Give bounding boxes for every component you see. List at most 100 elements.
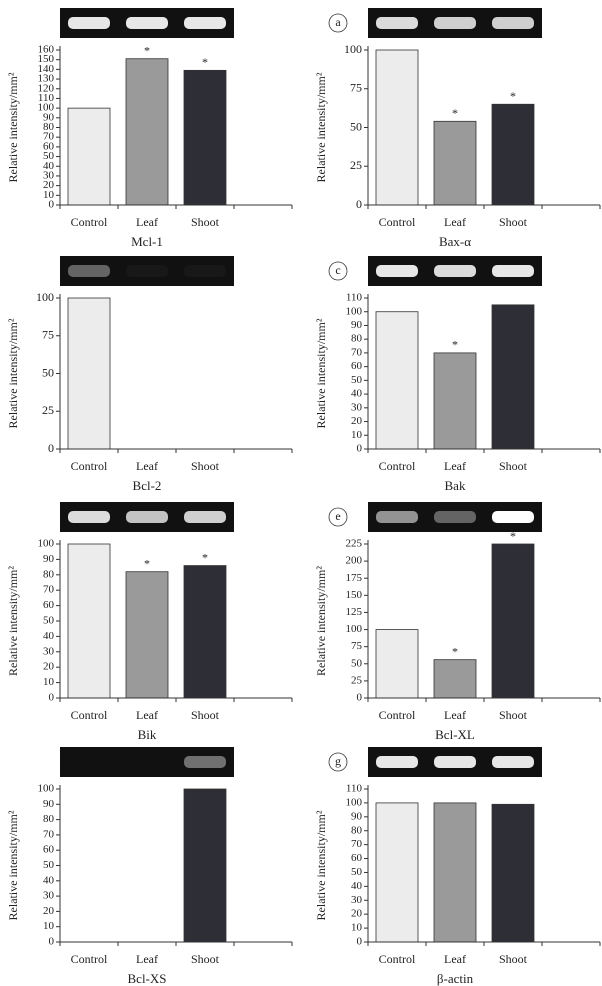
bar xyxy=(183,69,227,206)
y-tick-label: 70 xyxy=(351,346,363,358)
bar xyxy=(183,788,227,943)
y-tick-label: 200 xyxy=(346,555,363,567)
annotation: * xyxy=(452,338,458,352)
panel-letter-circle xyxy=(328,507,348,527)
panel: fRelative intensity/mm²02550751001251501… xyxy=(314,502,601,742)
gel-band xyxy=(492,265,534,277)
panel-letter-circle xyxy=(328,752,348,772)
y-tick-label: 20 xyxy=(43,661,55,673)
bar xyxy=(375,629,419,699)
y-tick-label: 50 xyxy=(350,119,362,133)
gel-band xyxy=(434,17,476,29)
y-tick-label: 40 xyxy=(43,160,55,172)
x-tick-label: Shoot xyxy=(499,459,528,473)
x-tick-label: Shoot xyxy=(191,708,220,722)
bar xyxy=(433,802,477,943)
x-tick-label: Shoot xyxy=(191,215,220,229)
y-axis-label: Relative intensity/mm² xyxy=(6,566,20,676)
y-tick-label: 20 xyxy=(351,908,363,920)
gel-band xyxy=(126,511,168,523)
y-tick-label: 100 xyxy=(346,796,363,808)
y-tick-label: 150 xyxy=(38,53,55,65)
x-tick-label: Leaf xyxy=(444,459,466,473)
gel-band xyxy=(376,511,418,523)
chart-title: Bcl-XL xyxy=(435,727,475,742)
y-tick-label: 0 xyxy=(356,197,362,211)
y-tick-label: 30 xyxy=(43,169,55,181)
y-tick-label: 75 xyxy=(350,81,362,95)
annotation: * xyxy=(202,55,208,69)
x-tick-label: Leaf xyxy=(136,459,158,473)
y-axis-label: Relative intensity/mm² xyxy=(314,566,328,676)
x-tick-label: Control xyxy=(71,952,108,966)
y-tick-label: 100 xyxy=(38,102,55,114)
gel-band xyxy=(492,511,534,523)
y-tick-label: 120 xyxy=(38,82,55,94)
gel-band xyxy=(126,17,168,29)
y-tick-label: 0 xyxy=(49,199,55,211)
y-tick-label: 60 xyxy=(43,844,55,856)
panel: c Relative intensity/mm² 0 25 50 75 100 Control… xyxy=(6,256,348,493)
y-tick-label: 20 xyxy=(351,415,363,427)
panel: dRelative intensity/mm²01020304050607080… xyxy=(314,256,601,493)
panel-letter: c xyxy=(335,263,340,277)
y-axis-label: Relative intensity/mm² xyxy=(314,72,328,182)
panel: bRelative intensity/mm²0255075100Control… xyxy=(314,8,601,249)
y-tick-label: 10 xyxy=(351,922,363,934)
y-axis-label: Relative intensity/mm² xyxy=(6,72,20,182)
gel-image xyxy=(60,747,234,777)
y-tick-label: 60 xyxy=(43,599,55,611)
x-tick-label: Control xyxy=(71,459,108,473)
annotation: * xyxy=(510,89,516,103)
gel-band xyxy=(68,511,110,523)
y-tick-label: 50 xyxy=(351,866,363,878)
gel-band xyxy=(492,17,534,29)
bar xyxy=(183,565,227,699)
y-tick-label: 80 xyxy=(351,333,363,345)
chart-title: Bak xyxy=(445,478,466,493)
panel-letter-circle xyxy=(328,13,348,33)
y-tick-label: 40 xyxy=(351,880,363,892)
y-tick-label: 10 xyxy=(351,429,363,441)
x-tick-label: Control xyxy=(71,215,108,229)
x-tick-label: Control xyxy=(379,952,416,966)
x-tick-label: Shoot xyxy=(499,708,528,722)
y-tick-label: 0 xyxy=(48,441,54,455)
annotation: * xyxy=(144,43,150,57)
x-tick-label: Control xyxy=(379,708,416,722)
gel-band xyxy=(184,511,226,523)
y-tick-label: 30 xyxy=(43,890,55,902)
gel-band xyxy=(184,17,226,29)
bar xyxy=(125,571,169,699)
y-tick-label: 60 xyxy=(351,360,363,372)
x-tick-label: Control xyxy=(379,459,416,473)
chart-title: Bax-α xyxy=(439,234,471,249)
x-tick-label: Leaf xyxy=(136,952,158,966)
y-tick-label: 100 xyxy=(36,290,54,304)
x-tick-label: Control xyxy=(379,215,416,229)
y-tick-label: 160 xyxy=(38,44,55,56)
y-tick-label: 30 xyxy=(351,894,363,906)
gel-band xyxy=(376,17,418,29)
panel-letter: e xyxy=(335,509,340,523)
panel-letter-circle xyxy=(328,261,348,281)
bar xyxy=(433,352,477,450)
bar xyxy=(491,803,535,943)
y-tick-label: 50 xyxy=(42,365,54,379)
x-tick-label: Leaf xyxy=(136,215,158,229)
bar xyxy=(433,659,477,699)
bar xyxy=(375,49,419,206)
y-tick-label: 100 xyxy=(344,42,362,56)
y-tick-label: 50 xyxy=(351,657,363,669)
panel: hRelative intensity/mm²01020304050607080… xyxy=(314,747,601,986)
x-tick-label: Shoot xyxy=(499,952,528,966)
gel-band xyxy=(68,265,110,277)
y-tick-label: 75 xyxy=(42,328,54,342)
y-axis-label: Relative intensity/mm² xyxy=(6,318,20,428)
gel-band xyxy=(434,511,476,523)
chart-title: Mcl-1 xyxy=(131,234,163,249)
y-tick-label: 110 xyxy=(346,783,363,795)
y-tick-label: 70 xyxy=(43,828,55,840)
y-tick-label: 10 xyxy=(43,676,55,688)
